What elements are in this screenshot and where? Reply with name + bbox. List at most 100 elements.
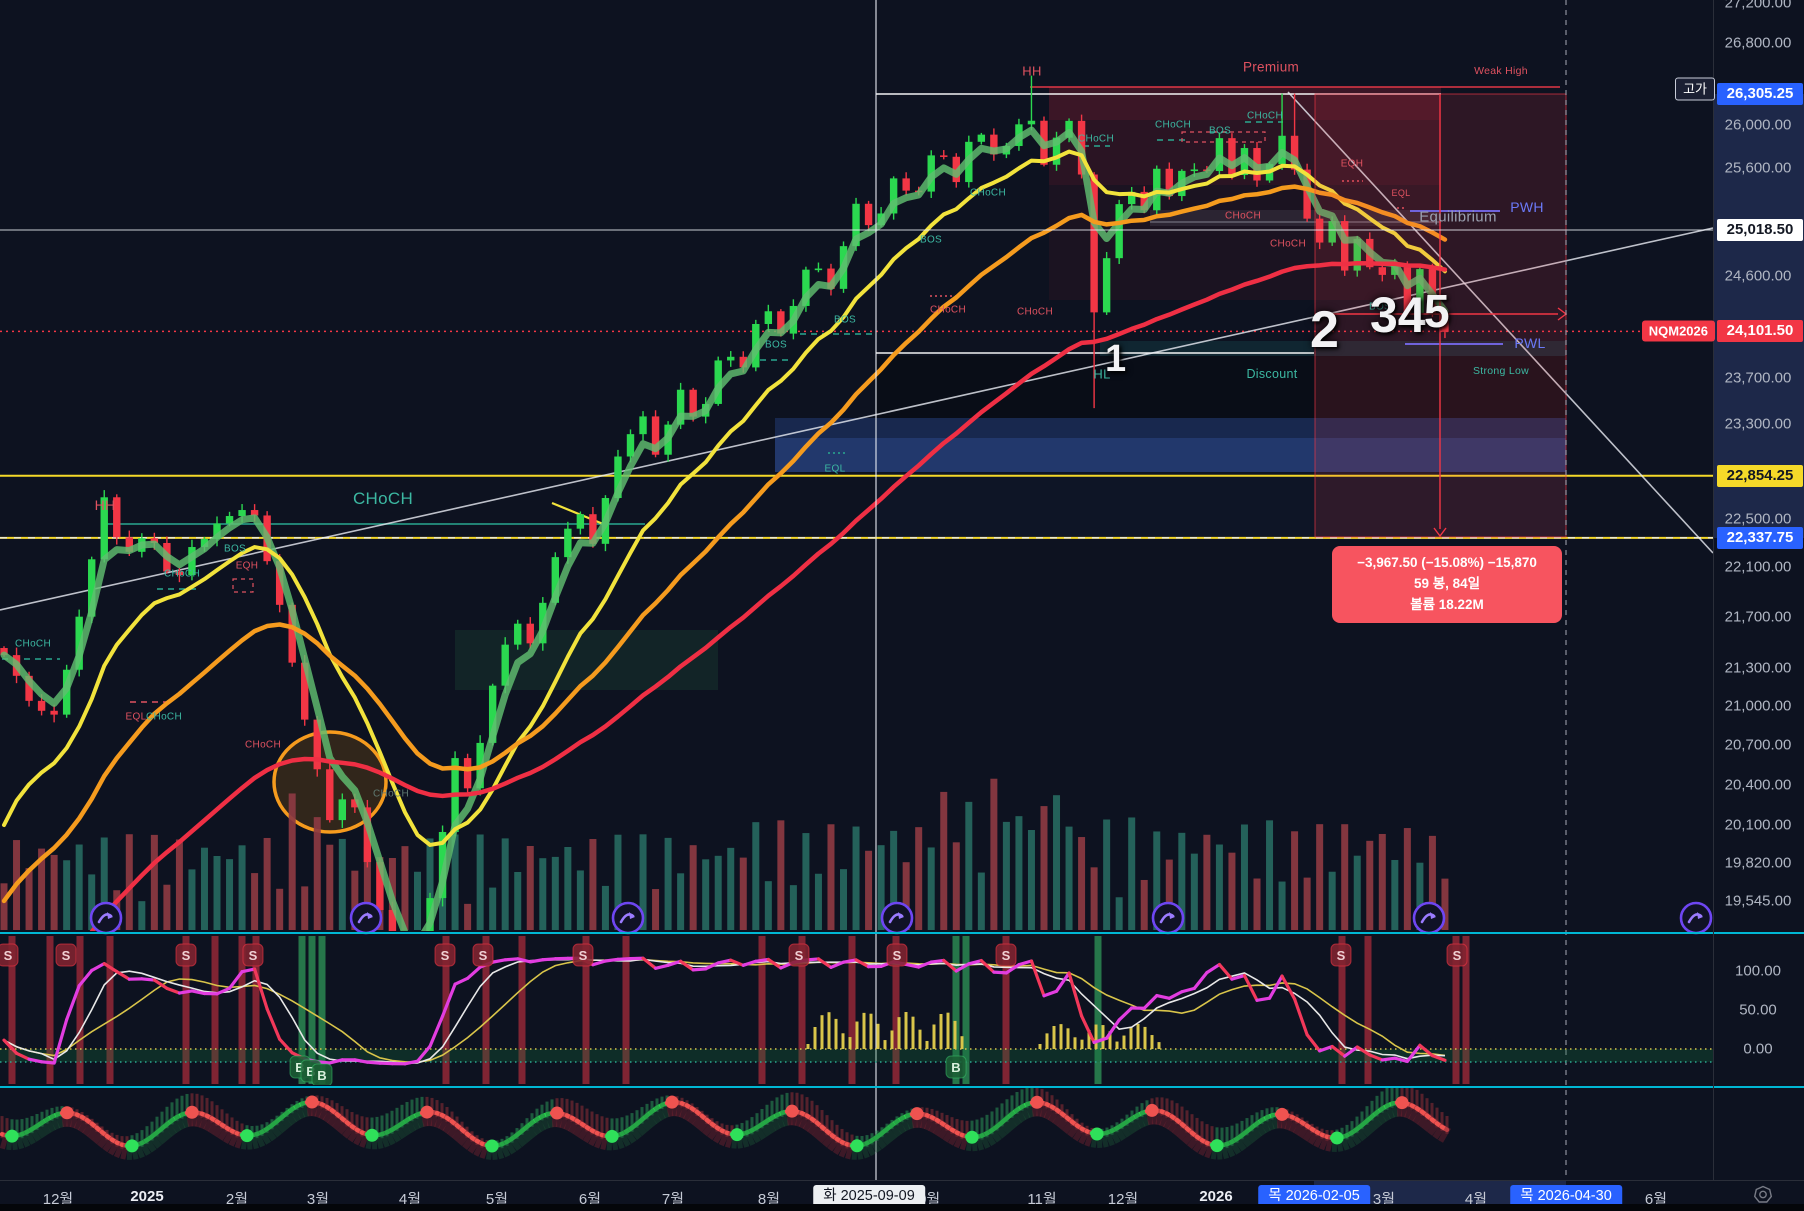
oscillator-tick-label: 50.00	[1739, 1001, 1777, 1019]
oscillator-pane: S S S S S S S S S S S SB B BB	[0, 936, 1713, 1085]
time-tick-label: 2월	[225, 1191, 249, 1208]
svg-text:S: S	[1453, 948, 1462, 963]
sell-signal-tag: S	[886, 943, 908, 967]
wave-label-34: 34	[1370, 287, 1426, 343]
price-range-highlight	[1714, 94, 1804, 538]
price-tick-label: 24,600.00	[1724, 267, 1792, 285]
svg-text:S: S	[4, 948, 13, 963]
wave-label-1: 1	[1105, 338, 1127, 380]
time-tick-label: 5월	[485, 1191, 509, 1208]
bottom-indicator-pane	[0, 1088, 1452, 1160]
price-tick-label: 21,000.00	[1724, 697, 1792, 715]
circled-arrow-marker-icon[interactable]	[1151, 901, 1185, 935]
time-tick-label: 2025	[130, 1188, 164, 1205]
sell-signal-tag: S	[572, 943, 594, 967]
svg-text:S: S	[1002, 948, 1011, 963]
symbol-price-tag: NQM2026	[1641, 320, 1715, 342]
buy-signal-tag: B	[311, 1063, 333, 1085]
wave-label-2: 2	[1310, 301, 1339, 359]
svg-text:S: S	[795, 948, 804, 963]
sell-signal-tag: S	[175, 943, 197, 967]
price-tick-label: 21,700.00	[1724, 608, 1792, 626]
price-badge: 22,854.25	[1717, 465, 1803, 487]
svg-text:S: S	[249, 948, 258, 963]
time-tick-label: 12월	[1107, 1191, 1139, 1208]
circled-arrow-marker-icon[interactable]	[89, 901, 123, 935]
sell-signal-tag: S	[55, 943, 77, 967]
price-tick-label: 25,600.00	[1724, 159, 1792, 177]
time-tick-label: 6월	[578, 1191, 602, 1208]
key-levels	[0, 86, 1713, 703]
oscillator-tick-label: 0.00	[1743, 1040, 1773, 1058]
ema-red	[89, 260, 1448, 931]
price-tick-label: 26,000.00	[1724, 116, 1792, 134]
time-tick-label: 7월	[661, 1191, 685, 1208]
sell-signal-tag: S	[788, 943, 810, 967]
price-tick-label: 26,800.00	[1724, 34, 1792, 52]
price-tick-label: 20,100.00	[1724, 816, 1792, 834]
price-tick-label: 22,500.00	[1724, 510, 1792, 528]
time-tick-label: 8월	[757, 1191, 781, 1208]
time-tick-label: 2026	[1199, 1188, 1233, 1205]
time-tick-label: 3월	[1372, 1191, 1396, 1208]
price-badge: 25,018.50	[1717, 219, 1803, 241]
crosshair	[0, 0, 1713, 1180]
pane-separator[interactable]	[0, 932, 1804, 934]
svg-text:S: S	[479, 948, 488, 963]
price-tick-label: 21,300.00	[1724, 659, 1792, 677]
price-badge: 26,305.25	[1717, 83, 1803, 105]
circled-arrow-marker-icon[interactable]	[349, 901, 383, 935]
window-edge	[0, 1204, 1804, 1211]
date-badge: 목 2026-02-05	[1258, 1185, 1370, 1208]
wave-label-5: 5	[1424, 285, 1450, 337]
price-tick-label: 20,400.00	[1724, 776, 1792, 794]
oscillator-tick-label: 100.00	[1735, 962, 1781, 980]
sell-signal-tag: S	[1330, 943, 1352, 967]
circled-arrow-marker-icon[interactable]	[1679, 901, 1713, 935]
price-tick-label: 19,820.00	[1724, 854, 1792, 872]
svg-text:B: B	[295, 1060, 304, 1075]
price-tick-label: 19,545.00	[1724, 892, 1792, 910]
date-badge: 목 2026-04-30	[1510, 1185, 1622, 1208]
ema-orange	[1, 184, 1448, 904]
circled-arrow-marker-icon[interactable]	[880, 901, 914, 935]
measure-change: −3,967.50 (−15.08%) −15,870	[1357, 555, 1537, 570]
sell-signal-tag: S	[995, 943, 1017, 967]
event-markers[interactable]	[89, 901, 1713, 935]
time-tick-label: 12월	[42, 1191, 74, 1208]
svg-text:S: S	[62, 948, 71, 963]
price-tick-label: 27,200.00	[1724, 0, 1792, 12]
circled-arrow-marker-icon[interactable]	[611, 901, 645, 935]
svg-text:S: S	[441, 948, 450, 963]
buy-signal-tag: B	[945, 1055, 967, 1079]
pane-separator[interactable]	[0, 1086, 1804, 1088]
price-axis[interactable]: 27,200.00 26,800.00 26,000.00 25,600.00 24,6…	[1713, 0, 1804, 1180]
measure-volume: 볼륨 18.22M	[1410, 596, 1484, 612]
time-tick-label: 3월	[306, 1191, 330, 1208]
time-tick-label: 6월	[1644, 1191, 1668, 1208]
circled-arrow-marker-icon[interactable]	[1412, 901, 1446, 935]
price-tick-label: 22,100.00	[1724, 558, 1792, 576]
price-badge: 22,337.75	[1717, 527, 1803, 549]
price-tick-label: 23,700.00	[1724, 369, 1792, 387]
high-price-tag: 고가	[1675, 77, 1715, 101]
time-tick-label: 11월	[1027, 1191, 1057, 1208]
svg-text:S: S	[182, 948, 191, 963]
price-badge: 24,101.50	[1717, 320, 1803, 342]
measure-tool	[1314, 93, 1568, 538]
sell-signal-tag: S	[242, 943, 264, 967]
sell-signal-tag: S	[1446, 943, 1468, 967]
tradingview-logo-icon[interactable]	[1753, 1185, 1773, 1205]
sell-signal-tag: S	[434, 943, 456, 967]
price-tick-label: 23,300.00	[1724, 415, 1792, 433]
moving-averages	[0, 126, 1449, 931]
ema-yellow	[2, 149, 1447, 847]
date-badge: 화 2025-09-09	[813, 1185, 925, 1208]
measure-bars-days: 59 봉, 84일	[1413, 575, 1481, 591]
svg-text:S: S	[579, 948, 588, 963]
volume-bars	[0, 778, 1449, 930]
svg-text:S: S	[1337, 948, 1346, 963]
time-tick-label: 4월	[398, 1191, 422, 1208]
